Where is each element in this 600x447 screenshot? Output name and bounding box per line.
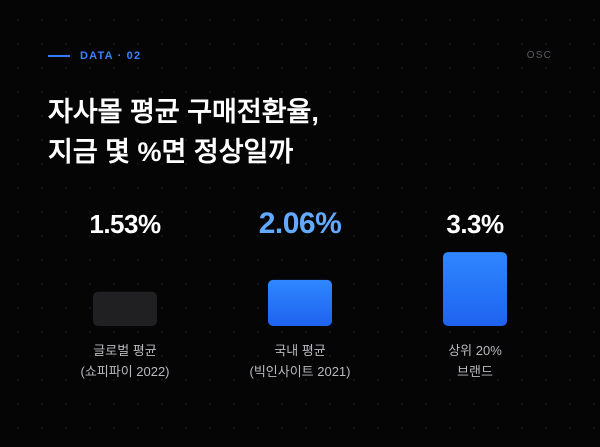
page-title: 자사몰 평균 구매전환율, 지금 몇 %면 정상일까	[48, 92, 568, 172]
category-label-1-line-2: (쇼피파이 2022)	[80, 364, 169, 379]
category-label-1-line-1: 글로벌 평균	[93, 343, 156, 358]
value-label-2: 2.06%	[259, 207, 342, 240]
title-line-1: 자사몰 평균 구매전환율,	[48, 97, 319, 127]
value-label-3: 3.3%	[446, 209, 504, 239]
header: DATA · 02 OSC	[48, 48, 552, 64]
conversion-rate-chart: 1.53% 글로벌 평균 (쇼피파이 2022) 2.06% 국내 평균 (빅인사이트 2…	[80, 207, 507, 379]
section-eyebrow: DATA · 02	[80, 50, 142, 62]
accent-line	[48, 55, 70, 57]
bar-1	[93, 291, 157, 326]
bar-2	[268, 279, 332, 326]
category-label-2-line-1: 국내 평균	[274, 343, 325, 358]
category-label-3-line-1: 상위 20%	[448, 343, 502, 358]
value-label-1: 1.53%	[89, 209, 161, 239]
brand-mark: OSC	[526, 50, 552, 61]
title-line-2: 지금 몇 %면 정상일까	[48, 137, 294, 167]
category-label-2-line-2: (빅인사이트 2021)	[250, 364, 351, 379]
bar-3	[443, 252, 507, 326]
category-label-3-line-2: 브랜드	[457, 364, 493, 379]
